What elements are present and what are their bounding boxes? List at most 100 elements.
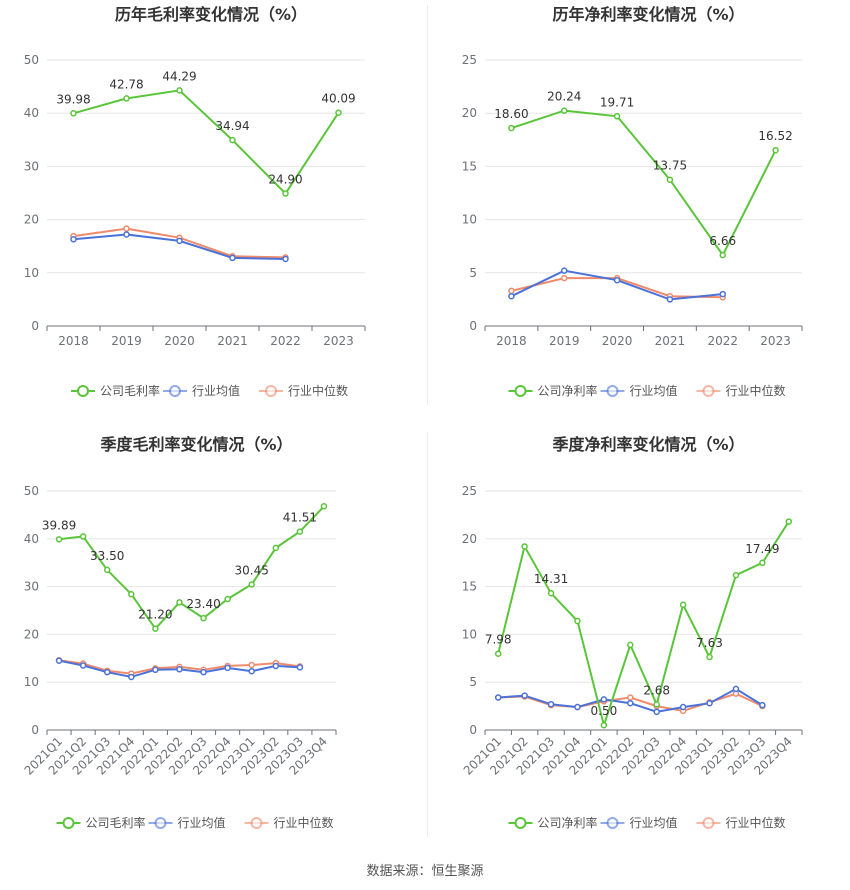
data-source-note: 数据来源：恒生聚源 (366, 864, 484, 879)
x-tick-label: 2019 (111, 334, 142, 348)
x-tick-label: 2019 (549, 334, 580, 348)
data-point (679, 703, 687, 711)
data-point (128, 673, 135, 681)
data-point (296, 664, 304, 671)
data-point (123, 231, 130, 238)
data-point (248, 661, 255, 669)
data-point (79, 533, 87, 540)
data-point (679, 601, 687, 609)
data-point (719, 251, 726, 259)
data-point (200, 668, 207, 676)
y-tick-label: 5 (469, 675, 477, 689)
x-tick-label: 2023 (323, 334, 354, 348)
data-point (152, 625, 159, 632)
x-tick-label: 2018 (496, 334, 527, 348)
x-tick-label: 2021 (655, 334, 686, 348)
data-point (561, 107, 568, 114)
y-tick-label: 0 (469, 319, 477, 333)
series-line (73, 89, 340, 196)
legend-item: 公司毛利率 (56, 815, 146, 830)
y-tick-label: 40 (24, 532, 39, 546)
y-tick-label: 0 (31, 319, 39, 333)
legend-item: 行业均值 (148, 815, 226, 830)
data-point (574, 703, 581, 711)
data-label: 24.90 (268, 173, 302, 187)
data-point (335, 109, 342, 116)
y-tick-label: 10 (24, 266, 39, 280)
x-tick-label: 2022 (707, 334, 738, 348)
data-point (123, 95, 130, 102)
data-point (732, 571, 740, 579)
legend-marker (702, 385, 715, 397)
data-point (70, 110, 77, 117)
legend-label: 行业均值 (178, 815, 226, 830)
legend-marker (250, 817, 263, 829)
data-point (627, 699, 634, 707)
data-point (103, 566, 111, 574)
data-point (706, 653, 713, 661)
data-point (653, 708, 660, 716)
y-tick-label: 10 (462, 627, 477, 641)
data-point (508, 287, 515, 295)
legend-label: 行业中位数 (726, 383, 786, 398)
data-label: 7.98 (485, 633, 512, 647)
legend-item: 行业中位数 (696, 815, 786, 830)
data-label: 39.98 (56, 92, 90, 106)
data-point (123, 225, 130, 232)
legend-label: 行业中位数 (726, 815, 786, 830)
y-tick-label: 50 (24, 484, 39, 498)
y-tick-label: 50 (24, 53, 39, 67)
data-point (732, 685, 740, 693)
quarterly-gross-margin-chart: 季度毛利率变化情况（%） 0 10 20 30 40 50 2021Q1 2021Q2 2021Q… (0, 430, 425, 860)
data-label: 13.75 (653, 159, 687, 173)
data-label: 23.40 (186, 597, 220, 611)
data-point (719, 290, 726, 298)
x-tick-label: 2022 (270, 334, 301, 348)
legend-item: 行业均值 (600, 815, 678, 830)
data-point (706, 699, 713, 707)
data-point (224, 595, 231, 603)
y-tick-label: 10 (462, 213, 477, 227)
legend-label: 公司毛利率 (86, 815, 146, 830)
data-point (613, 276, 621, 284)
data-point (666, 296, 674, 303)
legend-item: 公司毛利率 (71, 383, 160, 398)
data-point (70, 236, 77, 243)
data-label: 7.63 (696, 636, 723, 650)
chart-title: 季度毛利率变化情况（%） (99, 435, 292, 454)
vertical-divider (427, 432, 428, 837)
data-point (176, 87, 183, 94)
data-point (666, 176, 674, 183)
data-label: 34.94 (215, 119, 249, 133)
data-point (229, 254, 236, 262)
data-point (508, 292, 515, 300)
data-point (600, 721, 608, 729)
chart-svg: 季度毛利率变化情况（%）010203040502021Q12021Q22021Q… (22, 435, 337, 830)
data-point (561, 267, 568, 274)
y-tick-label: 20 (462, 532, 477, 546)
y-tick-label: 40 (24, 106, 39, 120)
chart-title: 季度净利率变化情况（%） (551, 435, 744, 454)
y-tick-label: 20 (24, 627, 39, 641)
data-point (128, 590, 135, 598)
legend-marker (169, 385, 181, 397)
data-point (561, 274, 568, 282)
legend-marker (514, 385, 527, 397)
data-point (759, 559, 766, 567)
data-point (79, 662, 87, 669)
data-label: 19.71 (600, 95, 634, 109)
data-label: 6.66 (709, 234, 736, 248)
data-point (772, 146, 779, 154)
chart-svg: 历年毛利率变化情况（%） 0 10 20 30 40 50 2018 2019 2020 2021 2… (24, 5, 366, 398)
data-point (627, 641, 634, 649)
legend-label: 行业均值 (630, 815, 678, 830)
y-tick-label: 15 (462, 159, 477, 173)
y-tick-label: 25 (462, 484, 477, 498)
y-tick-label: 10 (24, 675, 39, 689)
y-tick-label: 30 (24, 159, 39, 173)
x-tick-label: 2018 (58, 334, 89, 348)
data-label: 40.09 (321, 92, 355, 106)
legend-marker (62, 817, 75, 829)
data-point (759, 701, 766, 709)
x-tick-label: 2020 (602, 334, 633, 348)
